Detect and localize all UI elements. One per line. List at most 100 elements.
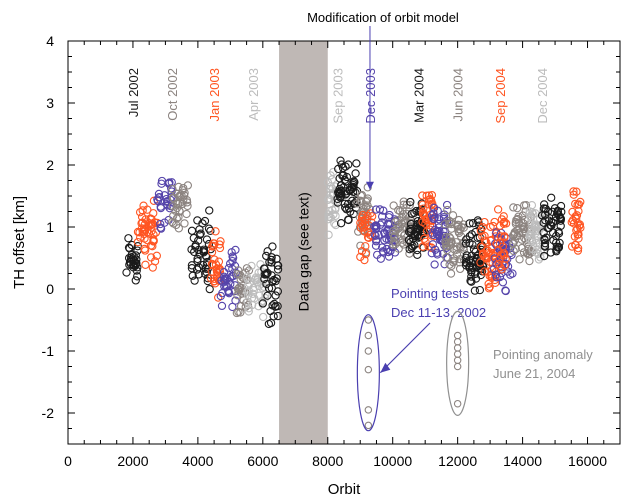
data-point — [418, 200, 427, 209]
data-point — [476, 258, 485, 267]
series-gray — [508, 200, 537, 266]
data-point — [453, 362, 462, 371]
x-axis-title: Orbit — [328, 481, 361, 498]
data-point — [251, 275, 260, 284]
data-point — [526, 212, 535, 221]
data-point — [494, 259, 503, 269]
data-point — [273, 287, 283, 296]
data-point — [452, 245, 461, 254]
data-point — [429, 209, 438, 218]
series-gray — [167, 181, 192, 233]
data-point — [259, 312, 268, 322]
data-point — [389, 201, 398, 210]
data-point — [269, 312, 278, 321]
data-point — [225, 259, 235, 268]
data-point — [553, 243, 563, 252]
data-point — [245, 279, 254, 288]
month-label: Sep 2003 — [331, 68, 346, 124]
data-point — [326, 171, 335, 180]
data-point — [501, 286, 510, 295]
data-point — [138, 206, 147, 215]
data-point — [380, 229, 389, 238]
data-point — [517, 243, 527, 253]
data-point — [548, 218, 558, 227]
data-point — [365, 230, 375, 240]
data-point — [531, 248, 541, 257]
pointing-anomaly-label: Pointing anomaly — [493, 347, 593, 362]
data-point — [371, 224, 381, 234]
data-point — [141, 260, 150, 269]
data-gap-band — [279, 41, 328, 444]
data-point — [509, 203, 518, 212]
data-point — [453, 222, 462, 231]
data-point — [364, 316, 373, 324]
data-point — [228, 256, 237, 266]
month-label: Dec 2004 — [535, 68, 550, 124]
data-point — [187, 226, 197, 235]
data-point — [217, 276, 226, 285]
data-point — [324, 195, 333, 204]
data-point — [225, 274, 235, 283]
y-tick-label: 4 — [46, 33, 54, 49]
data-point — [527, 201, 537, 210]
x-tick-label: 16000 — [568, 453, 607, 469]
data-point — [524, 242, 533, 251]
data-point — [144, 229, 153, 238]
data-point — [394, 205, 403, 215]
data-point — [453, 399, 462, 408]
series-orange — [567, 187, 585, 255]
data-point — [490, 254, 499, 263]
data-point — [486, 222, 495, 232]
y-axis-title: TH offset [km] — [11, 196, 28, 289]
pointing-tests-arrowhead — [380, 362, 391, 373]
month-label: Oct 2002 — [165, 68, 180, 121]
data-point — [153, 195, 162, 204]
data-point — [236, 301, 246, 311]
data-point — [410, 240, 419, 250]
data-point — [175, 191, 184, 200]
data-point — [467, 230, 476, 239]
data-point — [187, 264, 197, 273]
data-point — [202, 260, 211, 270]
data-point — [399, 197, 408, 206]
data-point — [506, 270, 515, 279]
data-point — [456, 243, 465, 252]
data-point — [364, 365, 373, 374]
series-orange — [356, 209, 377, 265]
series-gray — [388, 197, 416, 258]
data-point — [244, 304, 253, 313]
data-point — [520, 222, 529, 232]
data-point — [552, 245, 561, 254]
data-point — [205, 206, 214, 215]
data-point — [541, 216, 550, 225]
data-point — [182, 209, 191, 219]
data-point — [405, 200, 414, 210]
data-point — [449, 254, 458, 263]
data-point — [212, 265, 221, 274]
data-point — [567, 242, 577, 251]
data-point — [377, 212, 387, 221]
data-point — [183, 181, 192, 190]
data-point — [210, 255, 219, 264]
data-point — [191, 241, 200, 250]
data-point — [447, 261, 456, 271]
data-point — [499, 246, 508, 255]
data-point — [399, 210, 408, 219]
data-point — [371, 241, 381, 250]
data-point — [445, 219, 454, 228]
data-point — [539, 200, 549, 209]
data-point — [336, 193, 345, 202]
data-point — [124, 243, 134, 252]
data-point — [224, 286, 233, 295]
series-blue — [216, 245, 240, 312]
data-point — [575, 220, 585, 229]
data-point — [205, 284, 214, 294]
data-point — [388, 229, 398, 239]
data-point — [424, 191, 434, 200]
data-point — [443, 205, 452, 215]
data-point — [247, 261, 256, 271]
data-point — [149, 236, 158, 246]
data-point — [549, 236, 558, 245]
data-point — [139, 201, 148, 210]
y-tick-label: 2 — [46, 157, 54, 173]
